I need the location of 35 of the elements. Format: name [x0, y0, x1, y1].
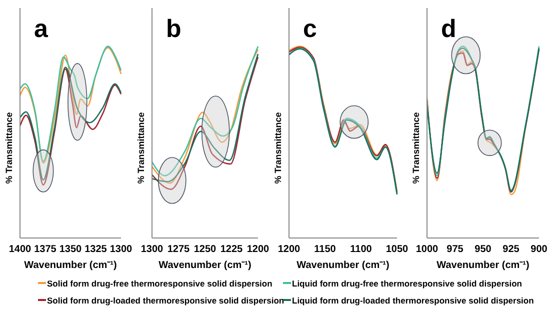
x-tick-label: 1350 — [59, 244, 82, 256]
x-axis-title: Wavenumber (cm⁻¹) — [436, 260, 530, 271]
chart-title: b — [166, 15, 182, 43]
x-tick-label: 1300 — [140, 244, 164, 256]
x-axis-title: Wavenumber (cm⁻¹) — [296, 260, 390, 271]
x-tick-label: 1400 — [8, 244, 32, 256]
x-tick-label: 1225 — [220, 244, 244, 256]
y-axis-title: % Transmittance — [136, 112, 146, 184]
chart-title: a — [34, 15, 49, 43]
x-tick-label: 1100 — [350, 244, 372, 256]
y-axis-title: % Transmittance — [273, 112, 283, 184]
x-tick-label: 1050 — [386, 244, 409, 256]
legend-label: Solid form drug-loaded thermoresponsive solid dispersion — [47, 296, 284, 306]
y-axis-title: % Transmittance — [4, 112, 14, 184]
x-tick-label: 1150 — [314, 244, 336, 256]
x-tick-label: 1000 — [416, 244, 439, 256]
chart-title: d — [441, 15, 456, 43]
x-tick-label: 1300 — [110, 244, 133, 256]
y-axis-title: % Transmittance — [411, 112, 421, 184]
x-tick-label: 975 — [446, 244, 464, 256]
legend-label: Liquid form drug-loaded thermoresponsive solid dispersion — [292, 296, 534, 306]
x-tick-label: 1200 — [278, 244, 301, 256]
x-tick-label: 1200 — [246, 244, 270, 256]
x-axis-title: Wavenumber (cm⁻¹) — [158, 260, 252, 271]
x-axis-title: Wavenumber (cm⁻¹) — [24, 260, 117, 271]
x-tick-label: 900 — [530, 244, 548, 256]
x-tick-label: 1250 — [194, 244, 217, 256]
x-tick-label: 950 — [474, 244, 492, 256]
x-tick-label: 1375 — [34, 244, 57, 256]
chart-title: c — [303, 15, 317, 43]
x-tick-label: 925 — [502, 244, 520, 256]
x-tick-label: 1275 — [167, 244, 190, 256]
x-tick-label: 1325 — [84, 244, 108, 256]
legend-label: Liquid form drug-free thermoresponsive solid dispersion — [292, 278, 522, 288]
legend-label: Solid form drug-free thermoresponsive solid dispersion — [47, 278, 272, 288]
